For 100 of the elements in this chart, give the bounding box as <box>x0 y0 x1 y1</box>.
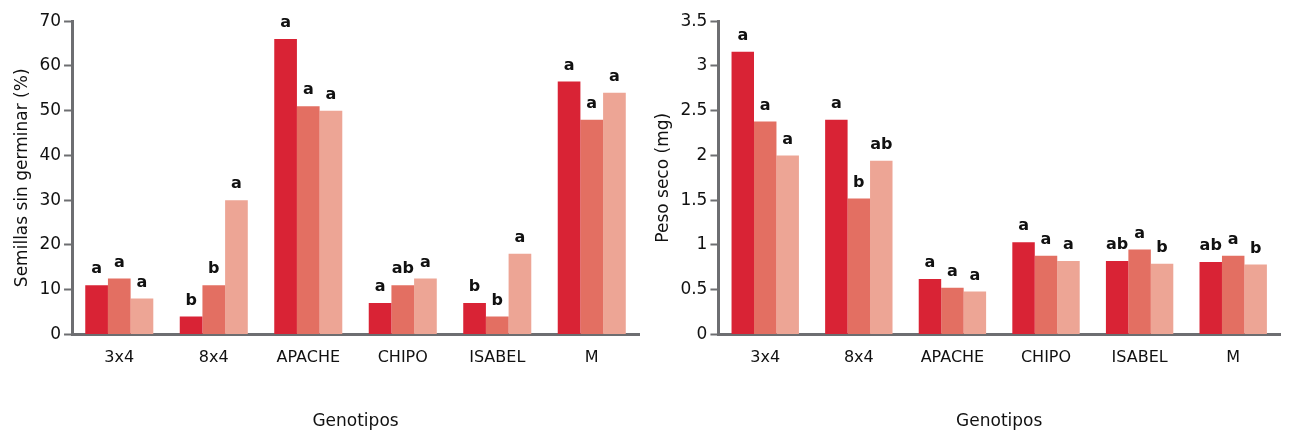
bar <box>870 160 893 334</box>
data-label: a <box>563 54 575 74</box>
x-tick-label: 3x4 <box>104 347 135 367</box>
y-tick-label: 1 <box>696 233 708 254</box>
data-label: a <box>1227 228 1239 248</box>
data-label: a <box>113 251 125 271</box>
y-tick-label: 3 <box>696 54 708 75</box>
data-label: b <box>1249 237 1262 257</box>
bar <box>319 110 343 334</box>
data-label: a <box>302 79 314 99</box>
y-axis-title: Peso seco (mg) <box>651 112 672 243</box>
y-tick-label: 0 <box>50 322 62 343</box>
bar <box>963 291 987 334</box>
bar <box>508 253 532 334</box>
data-label: ab <box>1199 235 1222 255</box>
data-label: a <box>325 83 337 103</box>
bar <box>391 285 415 334</box>
data-label: b <box>208 258 220 278</box>
data-label: a <box>782 128 794 148</box>
x-tick-label: CHIPO <box>1020 347 1072 367</box>
x-tick-label: M <box>584 347 599 367</box>
y-axis-title: Semillas sin germinar (%) <box>10 68 31 288</box>
data-label: ab <box>1106 234 1129 254</box>
data-label: a <box>1063 234 1074 254</box>
x-axis-title: Genotipos <box>312 410 399 431</box>
data-label: a <box>830 92 842 112</box>
y-tick-label: 0.5 <box>680 278 708 299</box>
bar <box>918 278 942 334</box>
data-label: ab <box>870 133 893 153</box>
bar <box>414 278 437 334</box>
bar <box>1221 255 1245 334</box>
data-label: a <box>1134 222 1146 242</box>
bar <box>202 285 226 334</box>
data-label: a <box>924 252 936 272</box>
x-axis-title: Genotipos <box>956 410 1043 431</box>
data-label: b <box>1156 236 1168 256</box>
x-tick-label: APACHE <box>276 347 341 367</box>
y-tick-label: 60 <box>39 54 62 75</box>
x-tick-label: APACHE <box>920 347 985 367</box>
bar <box>225 200 248 334</box>
y-tick-label: 3.5 <box>680 9 708 30</box>
x-tick-label: ISABEL <box>1111 347 1168 367</box>
bar <box>557 81 581 334</box>
bar <box>1105 261 1129 334</box>
data-label: b <box>491 289 503 309</box>
bar <box>1244 264 1267 334</box>
x-tick-label: 3x4 <box>750 347 781 367</box>
x-tick-label: 8x4 <box>843 347 874 367</box>
bar <box>1057 261 1080 334</box>
data-label: a <box>231 173 242 193</box>
bar <box>85 285 108 334</box>
data-label: a <box>947 261 958 281</box>
bar <box>776 155 799 334</box>
y-tick-label: 30 <box>39 188 62 209</box>
bar <box>179 316 203 334</box>
x-tick-label: 8x4 <box>198 347 229 367</box>
y-tick-label: 10 <box>39 278 62 299</box>
bar <box>274 39 297 334</box>
bar <box>731 51 754 334</box>
y-tick-label: 1.5 <box>680 188 708 209</box>
bar <box>603 92 626 334</box>
data-label: b <box>853 171 865 191</box>
bar <box>1012 242 1035 334</box>
data-label: a <box>586 92 598 112</box>
y-tick-label: 20 <box>39 233 62 254</box>
data-label: a <box>280 12 291 32</box>
bar <box>368 303 392 334</box>
x-tick-label: M <box>1226 347 1241 367</box>
x-tick-label: CHIPO <box>377 347 428 367</box>
x-tick-label: ISABEL <box>469 347 526 367</box>
bar <box>463 303 486 334</box>
bar <box>1199 261 1222 334</box>
bar <box>107 278 131 334</box>
bar <box>130 298 154 334</box>
y-tick-label: 50 <box>39 99 62 120</box>
bar <box>296 106 320 334</box>
data-label: a <box>91 258 102 278</box>
data-label: b <box>185 289 197 309</box>
bar <box>1034 255 1058 334</box>
data-label: a <box>514 227 526 247</box>
y-tick-label: 70 <box>39 9 62 30</box>
data-label: a <box>420 251 431 271</box>
data-label: a <box>1040 228 1052 248</box>
data-label: a <box>759 94 771 114</box>
y-tick-label: 0 <box>696 322 708 343</box>
data-label: b <box>468 276 481 296</box>
bar <box>580 119 604 334</box>
bar <box>825 119 848 334</box>
y-tick-label: 2.5 <box>680 99 708 120</box>
data-label: a <box>136 271 148 291</box>
bar <box>754 121 777 334</box>
data-label: a <box>374 276 386 296</box>
data-label: a <box>737 24 749 44</box>
data-label: a <box>1018 215 1029 235</box>
bar <box>1128 249 1151 334</box>
data-label: a <box>609 65 620 85</box>
bar <box>485 316 509 334</box>
data-label: a <box>969 264 981 284</box>
data-label: ab <box>391 258 414 278</box>
bar <box>847 198 871 334</box>
